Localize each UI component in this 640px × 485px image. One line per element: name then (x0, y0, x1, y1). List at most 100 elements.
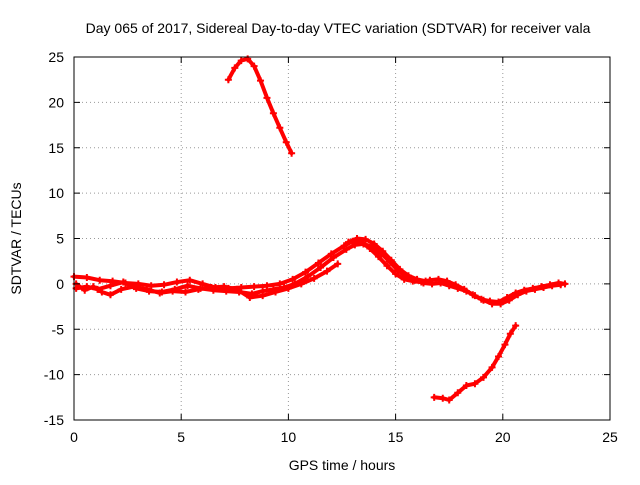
data-point (282, 138, 290, 146)
data-point (387, 256, 395, 264)
x-tick-label: 0 (70, 429, 78, 445)
data-point (334, 260, 342, 268)
data-point (288, 149, 296, 157)
y-axis-label: SDTVAR / TECUs (8, 182, 24, 294)
data-point (413, 275, 421, 283)
data-point (207, 284, 215, 292)
data-point (272, 288, 280, 296)
data-point (454, 389, 462, 397)
y-tick-label: -15 (44, 412, 64, 428)
ticks: 0 5 10 15 20 25 -15 -10 -5 0 5 10 15 20 25 (44, 49, 618, 445)
data-point (81, 286, 89, 294)
data-point (269, 109, 277, 117)
data-point (353, 235, 361, 242)
data-point (194, 285, 202, 293)
data-point (259, 292, 267, 300)
data-point (314, 259, 322, 267)
data-point (351, 241, 359, 249)
data-point (329, 254, 337, 262)
data-point (83, 274, 91, 282)
data-point (512, 322, 520, 330)
data-point (244, 55, 252, 63)
data-point (199, 280, 207, 288)
data-point (340, 242, 348, 250)
chart-title: Day 065 of 2017, Sidereal Day-to-day VTE… (86, 20, 591, 36)
y-tick-label: 0 (56, 276, 64, 292)
data-point (317, 264, 325, 272)
data-point (160, 281, 168, 289)
data-point (462, 382, 470, 390)
data-point (480, 373, 488, 381)
x-tick-label: 5 (177, 429, 185, 445)
data-point (471, 292, 479, 300)
data-point (379, 247, 387, 255)
data-point (514, 291, 522, 299)
y-tick-label: 10 (48, 185, 64, 201)
data-point (263, 94, 271, 102)
series-line (346, 236, 428, 284)
data-point (106, 291, 114, 299)
data-point (359, 240, 367, 248)
series-main-a (70, 237, 569, 306)
data-point (501, 341, 509, 349)
data-point (445, 396, 453, 404)
y-tick-label: 15 (48, 140, 64, 156)
series-main-c (72, 260, 342, 301)
data-point (89, 283, 97, 291)
data-point (462, 287, 470, 295)
data-point (383, 262, 391, 270)
data-point (323, 267, 331, 275)
data-point (454, 284, 462, 292)
y-tick-label: -5 (52, 321, 65, 337)
series-high-arc (224, 55, 296, 157)
data-point (117, 285, 125, 293)
data-point (488, 300, 496, 308)
data-point (557, 281, 565, 289)
data-point (184, 282, 192, 290)
data-point (428, 280, 436, 288)
data-point (437, 279, 445, 287)
data-point (224, 76, 232, 84)
series-line (226, 56, 294, 156)
data-point (130, 283, 138, 291)
data-point (445, 282, 453, 290)
data-point (98, 288, 106, 296)
data-point (263, 282, 271, 290)
y-tick-label: 25 (48, 49, 64, 65)
data-point (531, 285, 539, 293)
data-point (522, 287, 530, 295)
data-point (231, 64, 239, 72)
data-point (147, 282, 155, 290)
data-point (169, 287, 177, 295)
data-point (250, 283, 258, 291)
data-point (506, 330, 514, 338)
data-point (471, 380, 479, 388)
data-point (246, 293, 254, 301)
data-point (181, 288, 189, 296)
data-point (497, 300, 505, 308)
series-line (432, 323, 518, 402)
x-axis-label: GPS time / hours (289, 457, 396, 473)
data-point (186, 276, 194, 284)
data-point (289, 275, 297, 283)
series-line (72, 239, 567, 304)
data-point (362, 235, 370, 243)
data-point (220, 283, 228, 291)
data-point (276, 124, 284, 132)
data-point (342, 245, 350, 253)
data-point (173, 278, 181, 286)
data-point (392, 270, 400, 278)
data-point (250, 62, 258, 70)
data-point (430, 393, 438, 401)
data-point (233, 285, 241, 293)
data-point (488, 363, 496, 371)
data-point (143, 285, 151, 293)
y-tick-label: 5 (56, 231, 64, 247)
data-point (327, 250, 335, 258)
data-point (422, 277, 430, 285)
data-point (237, 57, 245, 65)
x-tick-label: 25 (602, 429, 618, 445)
grid (74, 57, 610, 420)
